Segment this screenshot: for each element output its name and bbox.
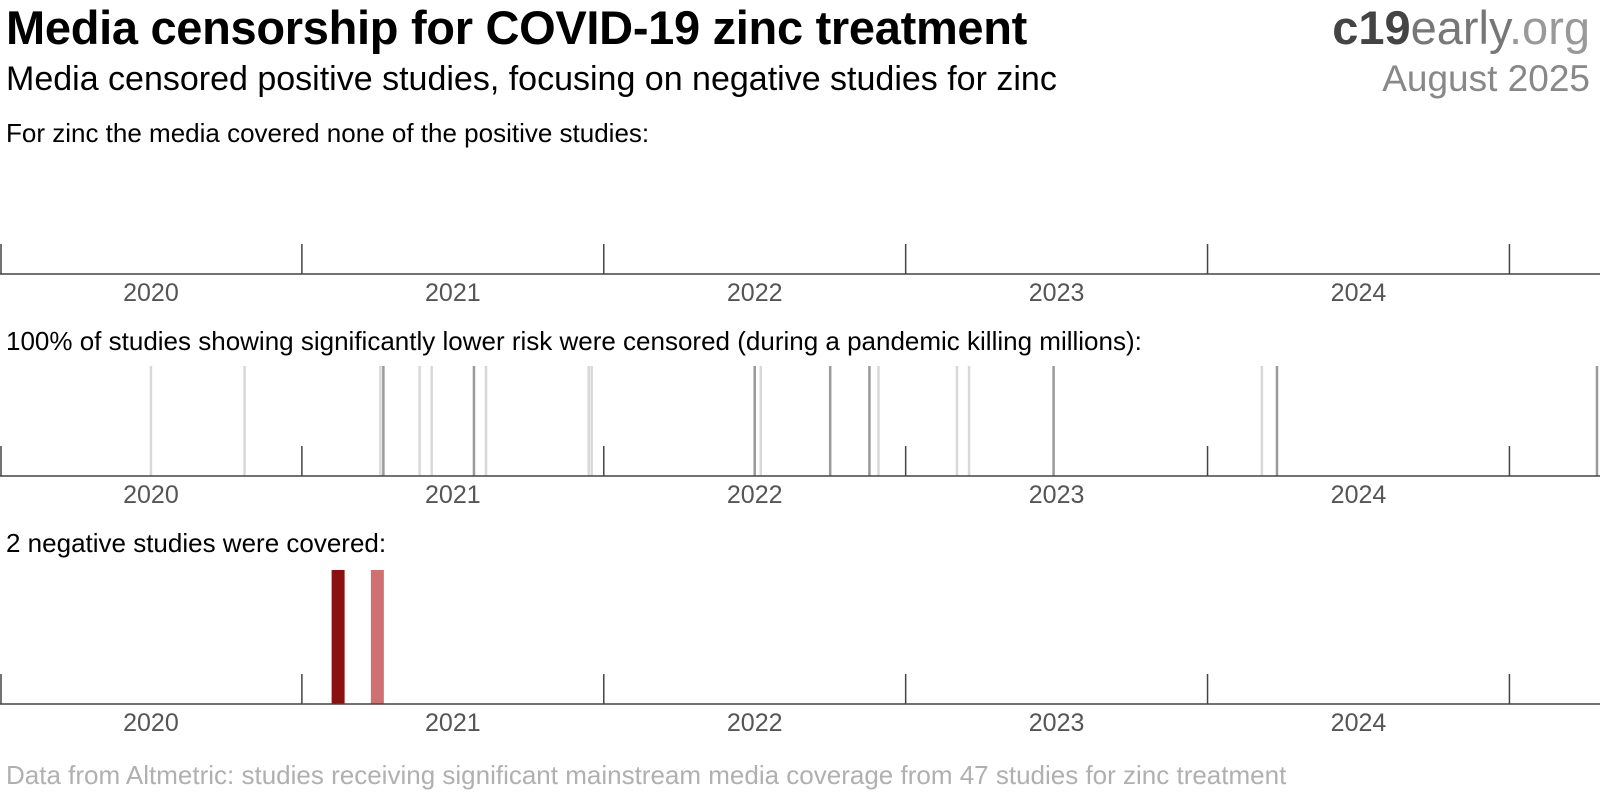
year-tick-label-2021: 2021 [425,709,481,737]
timeline-3-caption: 2 negative studies were covered: [6,528,387,558]
data-source-footer: Data from Altmetric: studies receiving s… [6,760,1287,790]
timeline-2-censored: 2020 2021 2022 2023 2024 [0,366,1600,509]
report-date: August 2025 [1382,58,1590,99]
year-tick-label-2020: 2020 [123,709,179,737]
year-tick-label-2024: 2024 [1331,709,1387,737]
brand-part-c19: c19 [1332,1,1411,54]
year-tick-label-2023: 2023 [1029,481,1085,509]
timeline-3-negative-covered: 2020 2021 2022 2023 2024 [0,570,1600,737]
year-tick-label-2021: 2021 [425,279,481,307]
year-tick-label-2024: 2024 [1331,481,1387,509]
brand-part-org: .org [1509,1,1590,54]
timeline-1-caption: For zinc the media covered none of the p… [6,118,650,148]
timeline-1-positive-covered: 2020 2021 2022 2023 2024 [0,244,1600,307]
brand-part-early: early [1410,1,1509,54]
year-tick-label-2022: 2022 [727,481,783,509]
negative-study-bar-1 [331,570,345,704]
year-tick-label-2022: 2022 [727,709,783,737]
year-tick-label-2022: 2022 [727,279,783,307]
year-tick-label-2020: 2020 [123,279,179,307]
year-tick-label-2021: 2021 [425,481,481,509]
year-tick-label-2023: 2023 [1029,279,1085,307]
chart-subtitle: Media censored positive studies, focusin… [6,60,1057,98]
year-tick-label-2023: 2023 [1029,709,1085,737]
chart-title: Media censorship for COVID-19 zinc treat… [6,1,1028,54]
negative-study-bar-2 [370,570,384,704]
year-tick-label-2024: 2024 [1331,279,1387,307]
timeline-2-caption: 100% of studies showing significantly lo… [6,326,1142,356]
brand-logo: c19early.org [1332,0,1590,55]
year-tick-label-2020: 2020 [123,481,179,509]
